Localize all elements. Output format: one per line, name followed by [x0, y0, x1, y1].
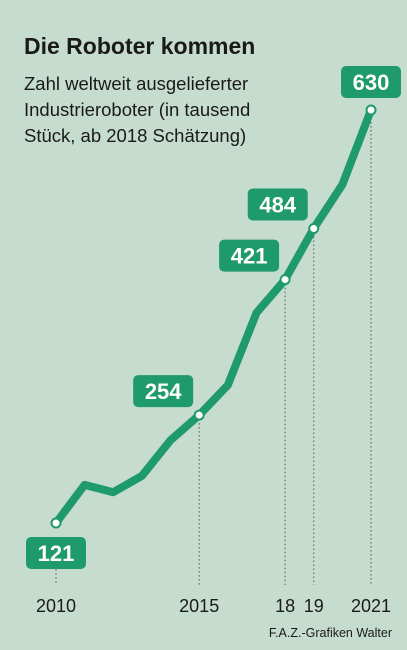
value-label: 630 [353, 70, 390, 95]
label-box [26, 537, 86, 569]
x-tick-label: 18 [275, 596, 295, 616]
point [308, 222, 320, 234]
point [365, 104, 377, 116]
source: F.A.Z.-Grafiken Walter [269, 626, 392, 640]
chart-title: Die Roboter kommen [24, 33, 255, 59]
x-tick-label: 19 [304, 596, 324, 616]
label-box [219, 239, 280, 272]
chart-subtitle: Zahl weltweit ausgelieferter [24, 73, 248, 94]
label-box [133, 375, 194, 408]
chart-subtitle: Stück, ab 2018 Schätzung) [24, 125, 246, 146]
x-tick-label: 2010 [36, 596, 76, 616]
value-label: 484 [259, 192, 296, 217]
chart-subtitle: Industrieroboter (in tausend [24, 99, 250, 120]
point [50, 517, 62, 529]
line [52, 106, 375, 527]
value-label: 254 [145, 379, 182, 404]
x-tick-label: 2015 [179, 596, 219, 616]
point [279, 274, 291, 286]
value-label: 121 [38, 541, 75, 566]
label-box [341, 66, 401, 98]
point [193, 409, 205, 421]
value-label: 421 [231, 244, 268, 269]
x-tick-label: 2021 [351, 596, 391, 616]
label-box [247, 188, 308, 221]
